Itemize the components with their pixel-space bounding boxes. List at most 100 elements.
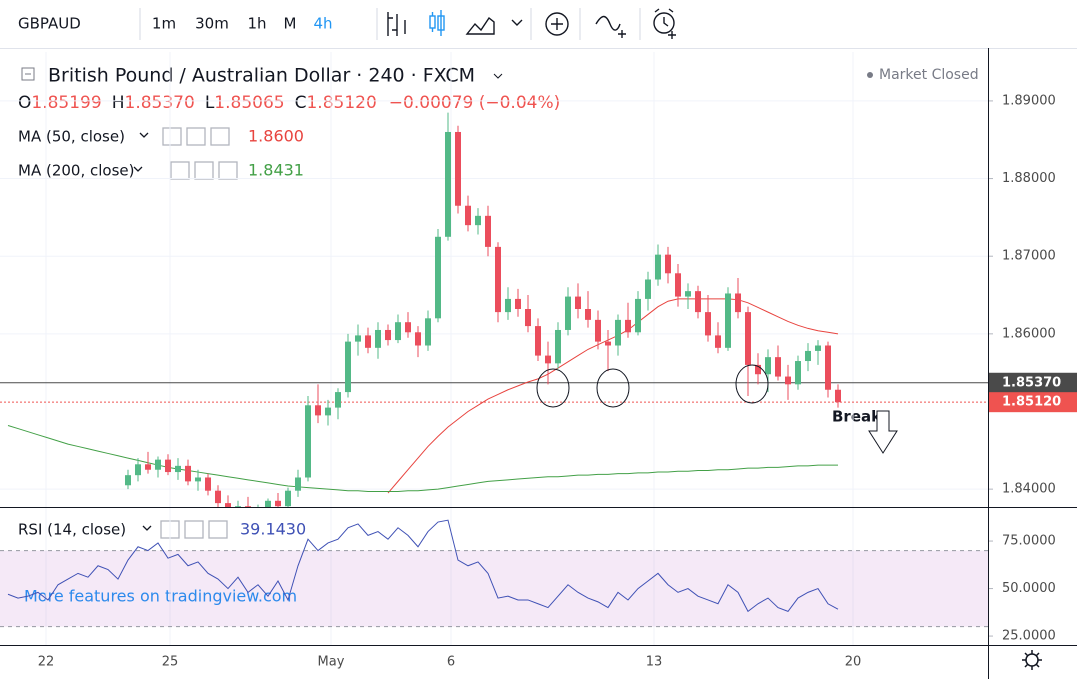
candle-body	[345, 341, 351, 393]
candle-body	[665, 254, 671, 274]
candle-body	[215, 490, 221, 504]
candle-body	[595, 319, 601, 342]
candle-body	[465, 205, 471, 226]
candle-body	[165, 459, 171, 473]
x-tick-label: 13	[646, 655, 663, 670]
change: −0.00079 (−0.04%)	[389, 93, 560, 113]
candle-body	[835, 389, 841, 403]
rsi-label[interactable]: RSI (14, close)	[18, 521, 126, 539]
candle-body	[785, 376, 791, 385]
legend-buttons	[133, 127, 238, 539]
candle-body	[765, 357, 771, 375]
interval[interactable]: 1h	[247, 15, 266, 33]
candle-body	[205, 477, 211, 491]
candle-body	[615, 319, 621, 346]
dropdown-icon[interactable]	[493, 73, 503, 79]
ma-line	[7, 424, 838, 492]
y-tick-label: 1.86000	[1002, 326, 1056, 341]
candle-body	[575, 296, 581, 310]
interval[interactable]: 4h	[313, 15, 332, 33]
candle-body	[415, 332, 421, 346]
candle-body	[625, 319, 631, 333]
interval[interactable]: 1m	[152, 15, 176, 33]
candle-body	[135, 464, 141, 476]
x-tick-label: 20	[845, 655, 862, 670]
annotation-text: Break	[832, 408, 882, 426]
candle-body	[645, 279, 651, 299]
annotation-circle	[735, 364, 769, 404]
candle-body	[155, 459, 161, 470]
price-badge-label: 1.85120	[1002, 395, 1061, 410]
y-tick-label: 25.0000	[1002, 629, 1056, 644]
price-badge	[989, 372, 1077, 393]
candle-body	[775, 357, 781, 377]
candle-body	[685, 291, 691, 297]
candle-body	[385, 329, 391, 341]
x-tick-label: 25	[162, 655, 179, 670]
candle-body	[755, 364, 761, 375]
symbol[interactable]: GBPAUD	[18, 15, 81, 33]
candle-body	[275, 500, 281, 507]
instrument-title: British Pound / Australian Dollar · 240 …	[48, 65, 475, 87]
candle-body	[505, 298, 511, 313]
ohlc-value: 1.85120	[306, 93, 376, 113]
candle-body	[565, 296, 571, 330]
rsi-line	[7, 519, 839, 613]
annotation-arrow	[868, 410, 898, 454]
candle-body	[455, 131, 461, 206]
ohlc-legend: O1.85199 H1.85370 L1.85065 C1.85120 −0.00079…	[18, 93, 560, 113]
candle-body	[305, 405, 311, 478]
candle-body	[635, 298, 641, 333]
candle-body	[825, 345, 831, 390]
candle-body	[225, 503, 231, 507]
candle-body	[185, 465, 191, 482]
candle-body	[815, 345, 821, 351]
watermark[interactable]: More features on tradingview.com	[24, 587, 297, 606]
candle-body	[675, 273, 681, 297]
interval[interactable]: 30m	[195, 15, 229, 33]
candle-body	[125, 475, 131, 486]
candle-body	[445, 131, 451, 237]
interval-bar: 1m 30m 1h M 4h	[152, 15, 333, 33]
candle-body	[705, 312, 711, 336]
y-tick-label: 1.88000	[1002, 171, 1056, 186]
candle-body	[195, 477, 201, 482]
candle-body	[375, 329, 381, 348]
collapse-icon[interactable]	[21, 67, 35, 81]
x-tick-label: May	[318, 655, 345, 670]
candle-body	[655, 254, 661, 280]
candle-body	[605, 341, 611, 346]
ohlc-value: 1.85065	[214, 93, 284, 113]
candle-body	[395, 322, 401, 341]
candle-body	[795, 361, 801, 385]
ma-line	[387, 298, 839, 494]
ma200-label[interactable]: MA (200, close)	[18, 162, 134, 180]
candle-body	[585, 309, 591, 320]
candle-body	[265, 500, 271, 507]
candle-body	[725, 293, 731, 348]
candle-body	[365, 335, 371, 348]
candle-body	[425, 318, 431, 346]
candle-body	[295, 477, 301, 491]
market-status: Market Closed	[879, 67, 979, 83]
y-tick-label: 1.84000	[1002, 482, 1056, 497]
y-tick-label: 50.0000	[1002, 581, 1056, 596]
candle-body	[355, 335, 361, 342]
ohlc-text: O1.85199 H1.85370 L1.85065 C1.85120 −0.00079…	[18, 93, 560, 113]
y-tick-label: 75.0000	[1002, 534, 1056, 549]
ma50-label[interactable]: MA (50, close)	[18, 128, 125, 146]
price-badge	[989, 392, 1077, 413]
y-tick-label: 1.87000	[1002, 249, 1056, 264]
rsi-value: 39.1430	[240, 520, 306, 539]
candle-body	[475, 215, 481, 226]
toolbar-icons	[139, 8, 676, 40]
annotation-circle	[536, 368, 570, 408]
candle-body	[495, 246, 501, 313]
ohlc-key: H	[112, 93, 125, 113]
candle-body	[715, 335, 721, 348]
interval[interactable]: M	[284, 15, 297, 33]
ohlc-value: 1.85199	[31, 93, 101, 113]
candle-body	[325, 407, 331, 416]
ohlc-key: L	[205, 93, 215, 113]
